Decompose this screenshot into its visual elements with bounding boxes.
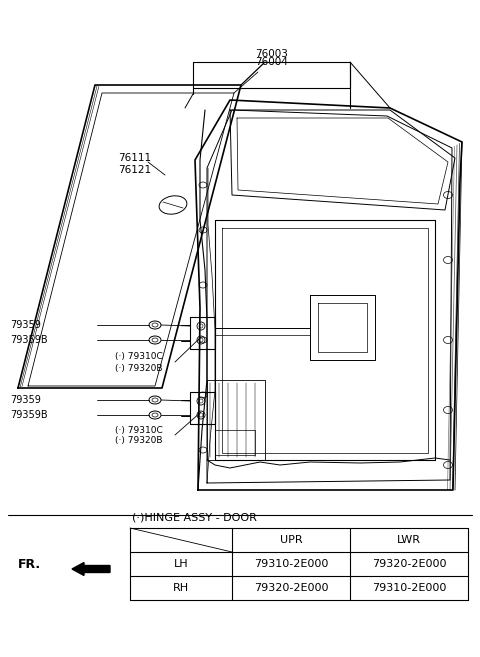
- Text: FR.: FR.: [18, 558, 41, 570]
- Text: 76003: 76003: [255, 49, 288, 59]
- Text: 79310-2E000: 79310-2E000: [254, 559, 328, 569]
- Text: (·) 79320B: (·) 79320B: [115, 363, 163, 373]
- Text: (·) 79310C: (·) 79310C: [115, 426, 163, 434]
- Text: (·)HINGE ASSY - DOOR: (·)HINGE ASSY - DOOR: [132, 513, 257, 523]
- Text: LWR: LWR: [397, 535, 421, 545]
- Text: (·) 79310C: (·) 79310C: [115, 353, 163, 361]
- Text: 79359: 79359: [10, 395, 41, 405]
- Text: (·) 79320B: (·) 79320B: [115, 436, 163, 445]
- Text: 79320-2E000: 79320-2E000: [372, 559, 446, 569]
- Text: 79320-2E000: 79320-2E000: [254, 583, 328, 593]
- Text: 76111: 76111: [118, 153, 151, 163]
- Text: 79359B: 79359B: [10, 335, 48, 345]
- Text: 76004: 76004: [255, 57, 288, 67]
- Text: 79359: 79359: [10, 320, 41, 330]
- Text: 76121: 76121: [118, 165, 151, 175]
- Text: LH: LH: [174, 559, 188, 569]
- Text: RH: RH: [173, 583, 189, 593]
- Text: 79310-2E000: 79310-2E000: [372, 583, 446, 593]
- Text: UPR: UPR: [280, 535, 302, 545]
- FancyArrow shape: [72, 562, 110, 576]
- Text: 79359B: 79359B: [10, 410, 48, 420]
